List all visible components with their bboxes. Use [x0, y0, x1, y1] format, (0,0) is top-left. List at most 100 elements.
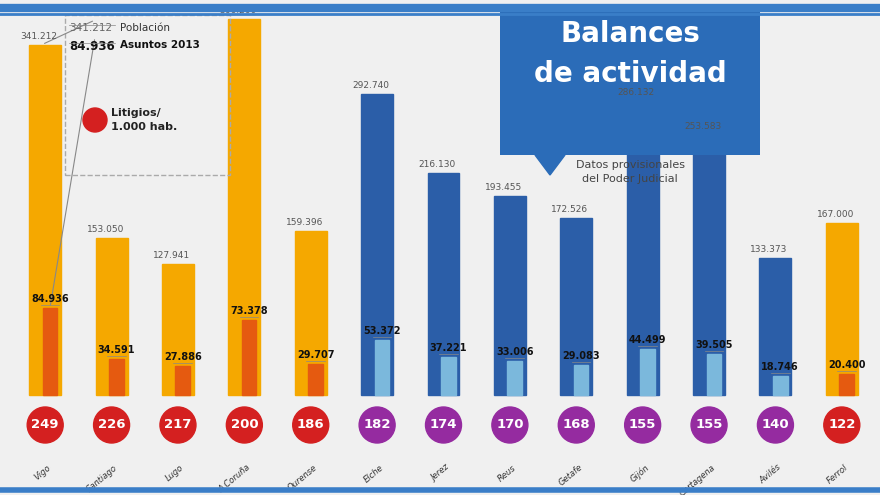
- Text: Lugo: Lugo: [165, 463, 186, 483]
- Text: 84.936: 84.936: [31, 294, 69, 304]
- Text: Gijón: Gijón: [628, 463, 651, 484]
- Text: 341.212: 341.212: [69, 23, 112, 33]
- Text: 168: 168: [562, 418, 590, 432]
- Text: 217: 217: [165, 418, 192, 432]
- Bar: [574, 365, 589, 395]
- Circle shape: [359, 407, 395, 443]
- Bar: [29, 45, 61, 395]
- Text: 182: 182: [363, 418, 391, 432]
- Text: Asuntos 2013: Asuntos 2013: [120, 40, 200, 50]
- Text: Cartagena: Cartagena: [678, 463, 717, 495]
- Text: 29.707: 29.707: [297, 350, 334, 360]
- Bar: [825, 223, 858, 395]
- Text: 155: 155: [629, 418, 656, 432]
- Text: Balances: Balances: [560, 20, 700, 48]
- Bar: [759, 258, 791, 395]
- Circle shape: [492, 407, 528, 443]
- Text: 29.083: 29.083: [562, 351, 600, 361]
- Text: 286.132: 286.132: [618, 88, 655, 97]
- Text: Santiago: Santiago: [85, 463, 120, 494]
- Text: Población: Población: [120, 23, 170, 33]
- Bar: [428, 173, 459, 395]
- Bar: [773, 376, 788, 395]
- Circle shape: [426, 407, 461, 443]
- Circle shape: [226, 407, 262, 443]
- Text: de actividad: de actividad: [533, 60, 726, 88]
- Text: 193.455: 193.455: [485, 183, 522, 193]
- Bar: [242, 320, 256, 395]
- Text: 153.050: 153.050: [86, 225, 124, 234]
- Text: 84.936: 84.936: [69, 40, 114, 53]
- Text: 53.372: 53.372: [363, 326, 400, 336]
- Text: 366.200: 366.200: [219, 6, 257, 15]
- Text: 34.591: 34.591: [98, 346, 136, 355]
- Text: 33.006: 33.006: [496, 347, 533, 357]
- Text: 292.740: 292.740: [352, 81, 389, 91]
- Text: 200: 200: [231, 418, 258, 432]
- Bar: [640, 349, 655, 395]
- Circle shape: [293, 407, 329, 443]
- Text: 18.746: 18.746: [761, 362, 799, 372]
- Circle shape: [824, 407, 860, 443]
- Bar: [295, 231, 326, 395]
- Circle shape: [625, 407, 661, 443]
- Text: 253.583: 253.583: [684, 122, 722, 131]
- Circle shape: [758, 407, 794, 443]
- Text: 122: 122: [828, 418, 855, 432]
- Bar: [175, 366, 190, 395]
- Bar: [441, 357, 456, 395]
- Circle shape: [691, 407, 727, 443]
- Text: 172.526: 172.526: [552, 205, 589, 214]
- Bar: [840, 374, 854, 395]
- Text: 133.373: 133.373: [751, 245, 788, 254]
- Bar: [561, 218, 592, 395]
- Circle shape: [83, 108, 107, 132]
- Text: 167.000: 167.000: [817, 210, 854, 219]
- Text: 155: 155: [695, 418, 722, 432]
- Bar: [162, 264, 194, 395]
- Text: 20.400: 20.400: [828, 360, 865, 370]
- Bar: [109, 359, 124, 395]
- Text: 140: 140: [761, 418, 789, 432]
- Bar: [42, 308, 57, 395]
- Text: 44.499: 44.499: [628, 335, 666, 346]
- Circle shape: [558, 407, 594, 443]
- Text: 341.212: 341.212: [20, 32, 57, 41]
- Bar: [508, 361, 522, 395]
- Bar: [96, 238, 128, 395]
- Text: Getafe: Getafe: [557, 463, 584, 488]
- Text: A Coruña: A Coruña: [216, 463, 253, 495]
- Bar: [308, 364, 323, 395]
- Circle shape: [93, 407, 129, 443]
- Bar: [375, 340, 389, 395]
- Bar: [229, 19, 260, 395]
- Text: 226: 226: [98, 418, 125, 432]
- Text: 27.886: 27.886: [164, 352, 202, 362]
- Bar: [693, 135, 725, 395]
- Polygon shape: [535, 155, 565, 175]
- Text: 73.378: 73.378: [231, 305, 268, 316]
- Circle shape: [160, 407, 196, 443]
- Circle shape: [27, 407, 63, 443]
- Text: 249: 249: [32, 418, 59, 432]
- Text: 174: 174: [429, 418, 458, 432]
- Bar: [494, 197, 526, 395]
- Text: Jerez: Jerez: [429, 463, 451, 483]
- FancyBboxPatch shape: [500, 5, 760, 155]
- Text: 159.396: 159.396: [286, 218, 323, 227]
- Bar: [627, 101, 658, 395]
- Text: Avilés: Avilés: [759, 463, 783, 486]
- Text: Ourense: Ourense: [286, 463, 319, 493]
- Text: Vigo: Vigo: [33, 463, 53, 482]
- Text: Elche: Elche: [362, 463, 385, 485]
- Text: 37.221: 37.221: [429, 343, 467, 353]
- Text: 216.130: 216.130: [419, 160, 456, 169]
- Text: 39.505: 39.505: [695, 341, 732, 350]
- Text: 186: 186: [297, 418, 325, 432]
- Bar: [361, 95, 393, 395]
- Text: Litigios/
1.000 hab.: Litigios/ 1.000 hab.: [111, 108, 177, 132]
- Text: 127.941: 127.941: [153, 250, 190, 259]
- Text: Datos provisionales
del Poder Judicial: Datos provisionales del Poder Judicial: [576, 160, 685, 184]
- Text: Reus: Reus: [496, 463, 517, 483]
- Bar: [707, 354, 721, 395]
